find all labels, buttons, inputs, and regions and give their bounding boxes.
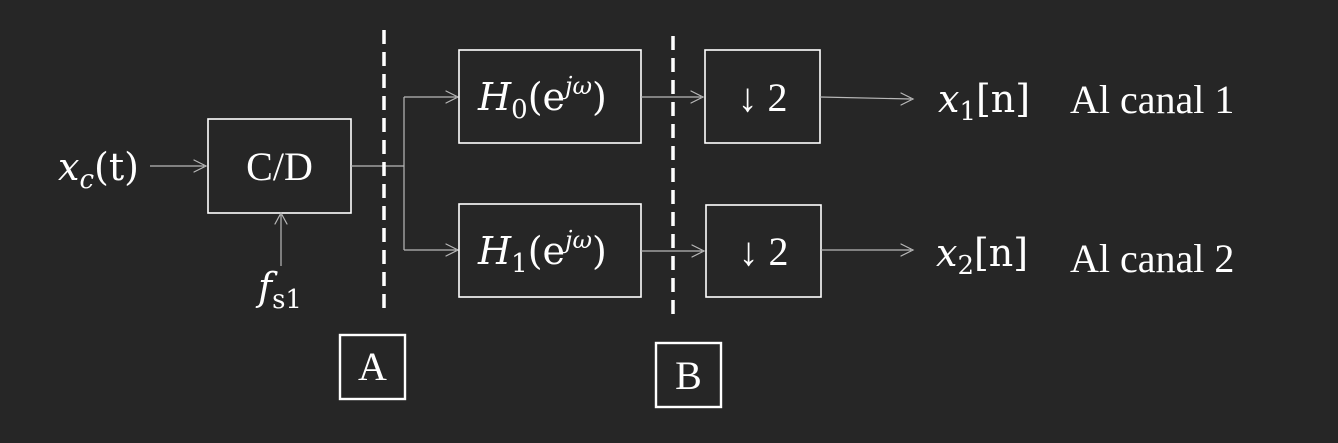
filter-h0-label: H0(ejω) bbox=[477, 72, 607, 125]
sampling-rate-label: fs1 bbox=[255, 265, 302, 315]
cd-converter-label: C/D bbox=[246, 144, 313, 189]
marker-a-label: A bbox=[358, 344, 387, 389]
filter-h0-open: (e bbox=[528, 75, 565, 119]
downsampler-top-label: ↓ 2 bbox=[738, 75, 788, 120]
filter-h0-symbol: H bbox=[477, 75, 512, 119]
output-top-symbol: x bbox=[938, 77, 959, 121]
filter-h1-subscript: 1 bbox=[511, 249, 528, 279]
input-signal-label: xc(t) bbox=[58, 145, 139, 195]
output-top-signal-label: x1[n] bbox=[938, 77, 1030, 127]
input-arrowhead bbox=[193, 159, 208, 173]
output-top-destination: Al canal 1 bbox=[1070, 77, 1234, 122]
output-top-argument: [n] bbox=[976, 77, 1030, 121]
output-top-subscript: 1 bbox=[959, 97, 976, 127]
marker-b-box bbox=[654, 341, 723, 409]
sampling-rate-arrowhead bbox=[274, 211, 288, 225]
filter-h1-symbol: H bbox=[477, 229, 512, 273]
output-bottom-arrowhead bbox=[900, 243, 915, 257]
output-top-wire bbox=[819, 96, 912, 100]
output-top-arrowhead bbox=[900, 92, 915, 106]
filter-h0-close: ) bbox=[592, 75, 607, 119]
filter-h0-exponent: jω bbox=[560, 72, 592, 100]
output-bottom-symbol: x bbox=[936, 231, 957, 275]
filter-h1-label: H1(ejω) bbox=[477, 226, 607, 279]
input-signal-subscript: c bbox=[79, 165, 94, 195]
downsampler-bottom-block bbox=[705, 204, 822, 298]
filter-h1-close: ) bbox=[592, 229, 607, 273]
marker-a-box bbox=[338, 333, 407, 401]
branch-top-arrowhead bbox=[445, 90, 460, 104]
sampling-rate-subscript: s1 bbox=[272, 285, 302, 315]
downsampler-top-block bbox=[704, 49, 821, 144]
marker-b-label: B bbox=[675, 353, 702, 398]
input-signal-symbol: x bbox=[58, 145, 79, 189]
output-bottom-subscript: 2 bbox=[957, 251, 974, 281]
branch-bottom-arrowhead bbox=[445, 243, 460, 257]
filter-h1-open: (e bbox=[528, 229, 565, 273]
input-signal-argument: (t) bbox=[94, 145, 139, 189]
filter-h1-exponent: jω bbox=[560, 226, 592, 254]
h0-to-down-arrowhead bbox=[690, 90, 705, 104]
downsampler-bottom-label: ↓ 2 bbox=[739, 229, 789, 274]
output-bottom-destination: Al canal 2 bbox=[1070, 236, 1234, 281]
output-bottom-signal-label: x2[n] bbox=[936, 231, 1028, 281]
output-bottom-argument: [n] bbox=[974, 231, 1028, 275]
h1-to-down-arrowhead bbox=[691, 244, 706, 258]
filter-h0-subscript: 0 bbox=[511, 95, 528, 125]
